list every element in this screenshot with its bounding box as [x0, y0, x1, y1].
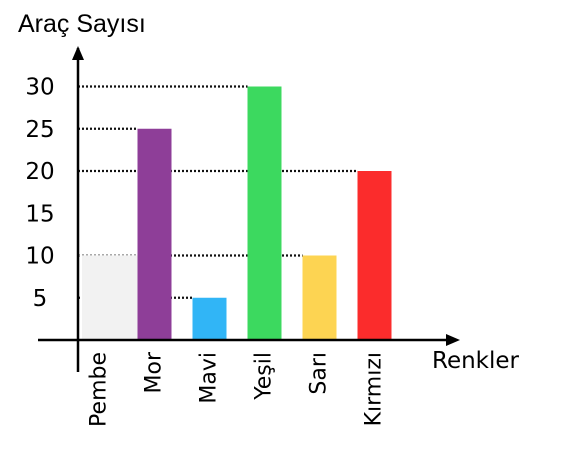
y-tick-label: 15 — [25, 201, 54, 227]
x-axis-title: Renkler — [432, 348, 520, 374]
x-tick-label: Kırmızı — [362, 352, 387, 426]
y-tick-label: 10 — [25, 244, 54, 270]
y-tick-label: 30 — [25, 75, 54, 101]
x-tick-label: Mor — [142, 351, 167, 393]
x-tick-label: Pembe — [87, 352, 112, 427]
x-tick-labels: Pembe Mor Mavi Yeşil Sarı Kırmızı — [87, 351, 387, 427]
bar-5 — [357, 171, 392, 340]
bar-4 — [302, 255, 337, 340]
x-axis-arrow — [446, 334, 460, 346]
bars — [82, 86, 392, 340]
bar-3 — [247, 86, 282, 340]
x-tick-label: Mavi — [197, 352, 222, 404]
y-tick-labels: 5 10 15 20 25 30 — [25, 75, 54, 312]
y-tick-label: 20 — [25, 159, 54, 185]
bar-2 — [192, 297, 227, 340]
y-tick-label: 25 — [25, 117, 54, 143]
y-tick-label: 5 — [33, 286, 48, 312]
y-axis-title: Araç Sayısı — [18, 10, 146, 38]
x-tick-label: Yeşil — [252, 352, 277, 401]
bar-1 — [137, 128, 172, 340]
y-axis-arrow — [72, 46, 84, 60]
axes — [38, 46, 460, 372]
x-tick-label: Sarı — [307, 352, 332, 395]
